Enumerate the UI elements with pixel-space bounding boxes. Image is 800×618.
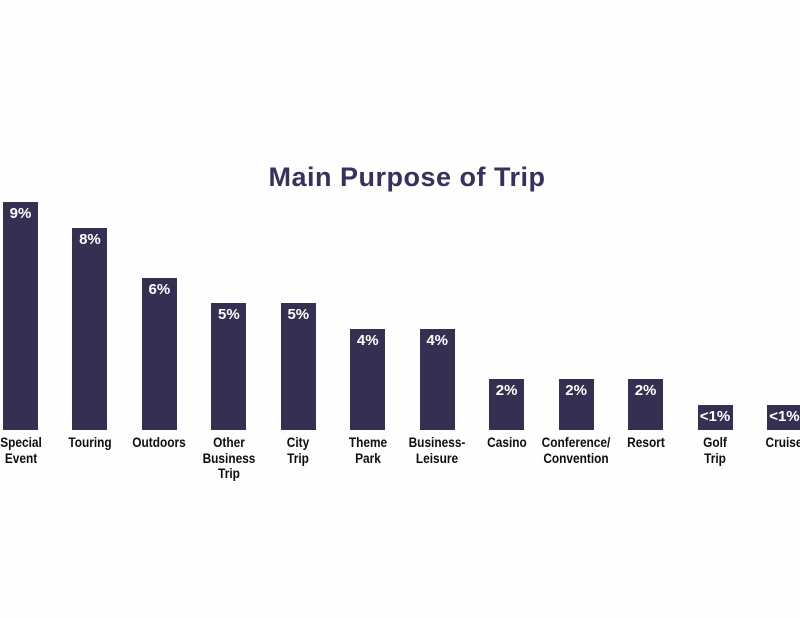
bar-special-event: 9% bbox=[3, 202, 38, 430]
chart-title: Main Purpose of Trip bbox=[268, 162, 546, 192]
category-label-resort: Resort bbox=[626, 435, 665, 450]
category-label-cruise: Cruise bbox=[765, 435, 800, 450]
bar-theme-park: 4% bbox=[350, 329, 386, 430]
bar-business-leisure: 4% bbox=[419, 329, 455, 430]
bar-value-label: <1% bbox=[769, 408, 800, 425]
category-label-business-leisure: Business- Leisure bbox=[408, 435, 466, 466]
bar-conference-convention: 2% bbox=[558, 379, 594, 430]
bar-resort: 2% bbox=[628, 379, 664, 430]
bar-value-label: 6% bbox=[148, 281, 171, 298]
bar-value-label: 4% bbox=[356, 332, 379, 349]
bar-casino: 2% bbox=[489, 379, 525, 430]
bar-value-label: 2% bbox=[634, 382, 657, 399]
bar-value-label: 2% bbox=[565, 382, 587, 399]
category-label-golf-trip: Golf Trip bbox=[703, 435, 727, 466]
category-label-casino: Casino bbox=[486, 435, 527, 450]
bar-value-label: 2% bbox=[495, 382, 518, 399]
bar-value-label: <1% bbox=[699, 408, 731, 425]
bar-city-trip: 5% bbox=[280, 303, 316, 430]
bar-outdoors: 6% bbox=[141, 278, 177, 430]
bar-value-label: 9% bbox=[9, 205, 32, 222]
category-label-other-business-trip: Other Business Trip bbox=[202, 435, 256, 481]
bar-golf-trip: <1% bbox=[697, 405, 733, 430]
category-label-city-trip: City Trip bbox=[287, 435, 310, 466]
bar-value-label: 5% bbox=[287, 306, 310, 323]
category-label-conference-convention: Conference/ Convention bbox=[541, 435, 611, 466]
category-label-touring: Touring bbox=[68, 435, 112, 450]
category-label-special-event: Special Event bbox=[0, 435, 42, 466]
bar-value-label: 4% bbox=[426, 332, 449, 349]
bar-value-label: 8% bbox=[79, 231, 101, 248]
bar-cruise: <1% bbox=[766, 405, 800, 430]
category-label-outdoors: Outdoors bbox=[132, 435, 187, 450]
bar-touring: 8% bbox=[72, 228, 108, 430]
category-label-theme-park: Theme Park bbox=[348, 435, 387, 466]
bar-value-label: 5% bbox=[218, 306, 240, 323]
bar-other-business-trip: 5% bbox=[211, 303, 247, 430]
